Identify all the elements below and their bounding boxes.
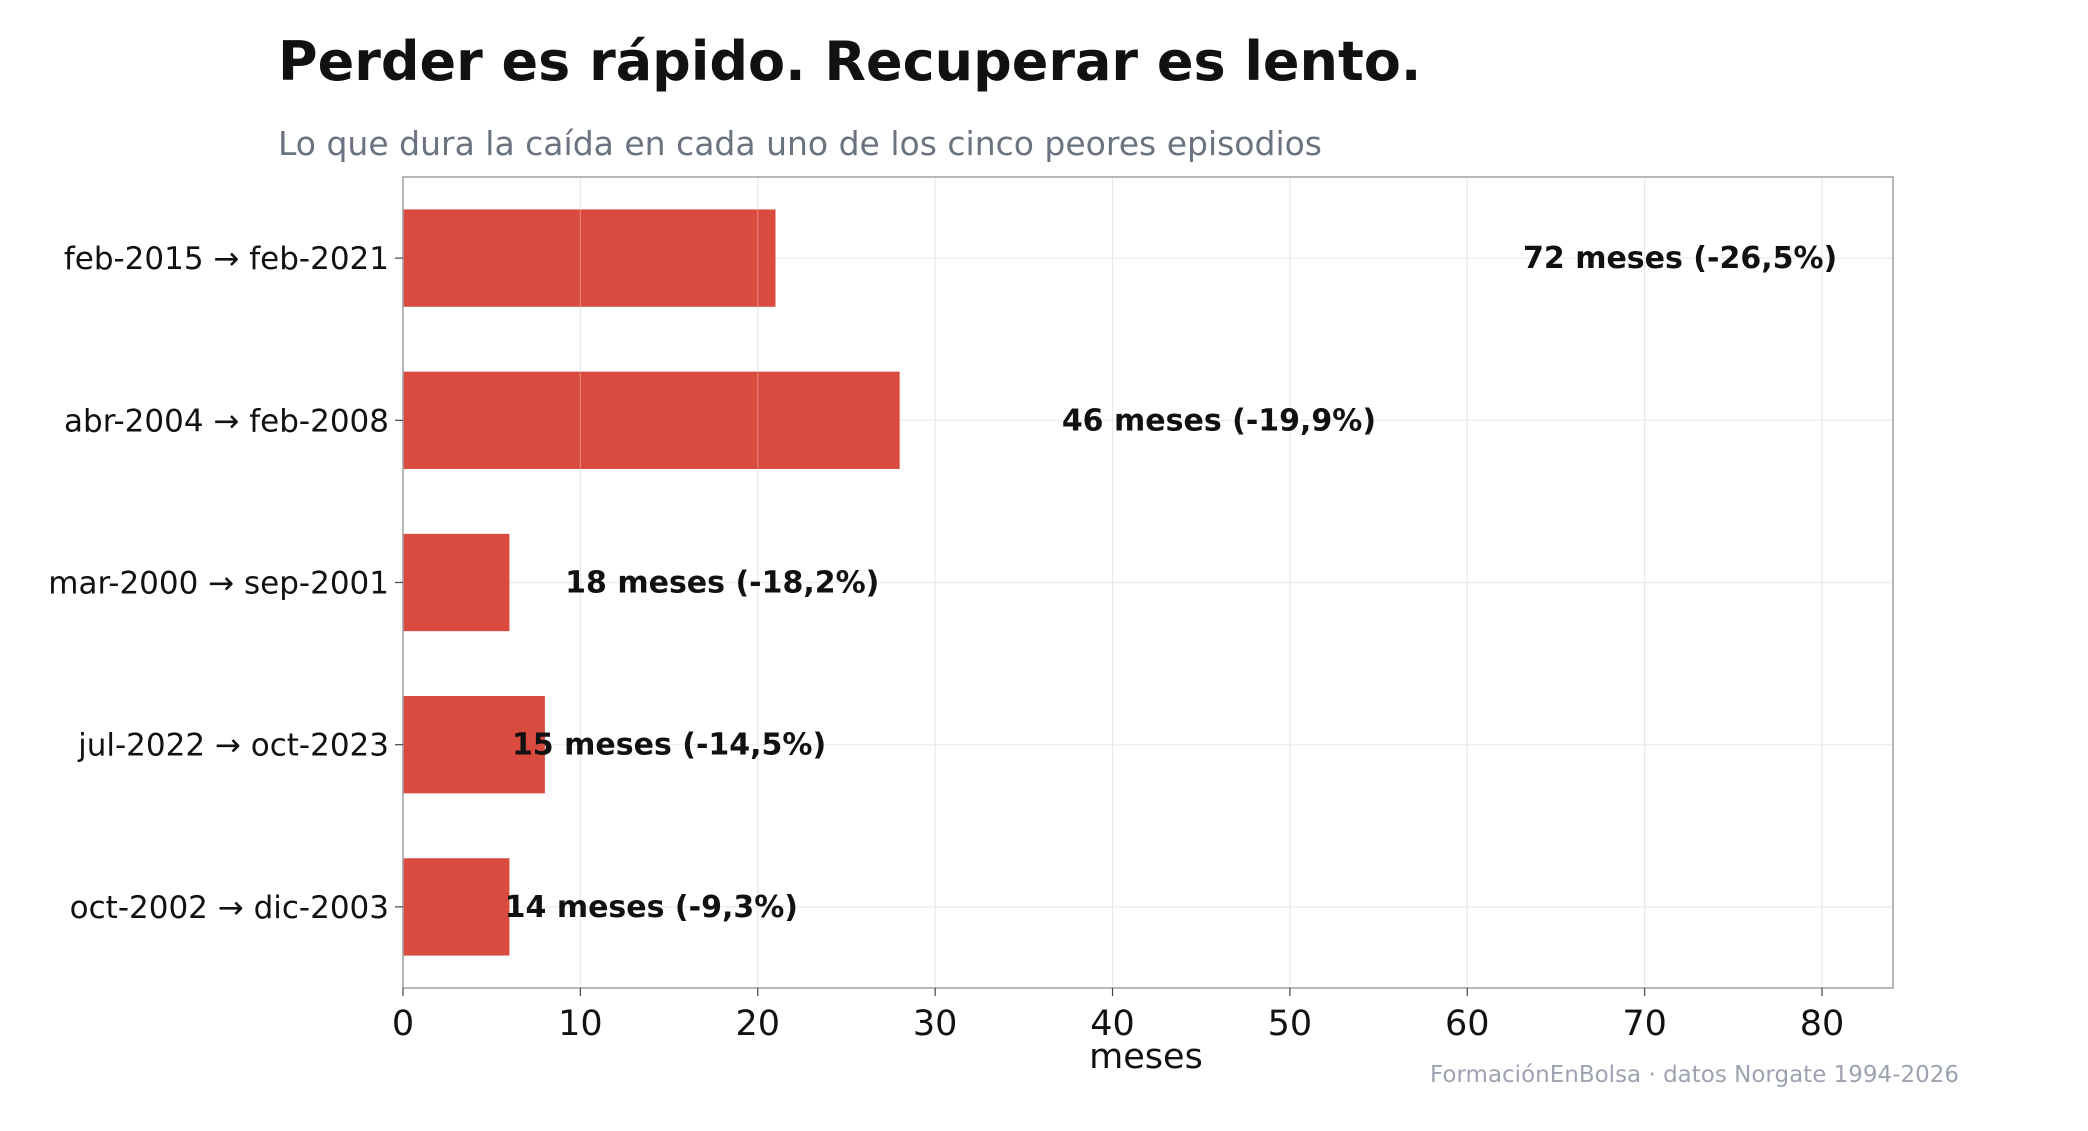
x-tick-label: 40 [1090,1004,1135,1044]
bar-annotation: 14 meses (-9,3%) [505,890,798,925]
source-footnote: FormaciónEnBolsa · datos Norgate 1994-20… [1430,1062,1960,1088]
chart-title: Perder es rápido. Recuperar es lento. [278,30,1422,93]
bar-annotation: 18 meses (-18,2%) [565,566,879,601]
bar [403,533,510,632]
x-tick-label: 10 [558,1004,603,1044]
grid-lines [402,177,1893,988]
x-tick-label: 0 [392,1004,414,1044]
bar [403,371,900,469]
x-tick-label: 60 [1445,1004,1490,1044]
y-tick-label: jul-2022 → oct-2023 [77,728,389,764]
bar [403,209,776,307]
x-tick-label: 50 [1268,1004,1313,1044]
x-tick-label: 30 [913,1004,958,1044]
x-tick-label: 80 [1800,1004,1845,1044]
y-tick-label: abr-2004 → feb-2008 [64,403,389,439]
x-tick-label: 70 [1622,1004,1667,1044]
bar [403,696,545,794]
bar-annotation: 15 meses (-14,5%) [512,728,826,763]
axes [395,176,1894,996]
bar-annotation: 46 meses (-19,9%) [1062,403,1376,438]
x-axis-label: meses [1089,1037,1203,1077]
x-tick-label: 20 [735,1004,780,1044]
bars [403,209,900,956]
y-tick-label: mar-2000 → sep-2001 [48,566,389,602]
labels: 0 10 20 30 40 50 60 70 80 feb-2015 → feb-2021 abr-… [48,241,1844,1044]
bar [403,858,510,956]
bar-annotation: 72 meses (-26,5%) [1523,241,1837,276]
y-tick-label: feb-2015 → feb-2021 [64,241,389,277]
y-tick-label: oct-2002 → dic-2003 [70,890,389,926]
chart-subtitle: Lo que dura la caída en cada uno de los … [278,124,1322,163]
